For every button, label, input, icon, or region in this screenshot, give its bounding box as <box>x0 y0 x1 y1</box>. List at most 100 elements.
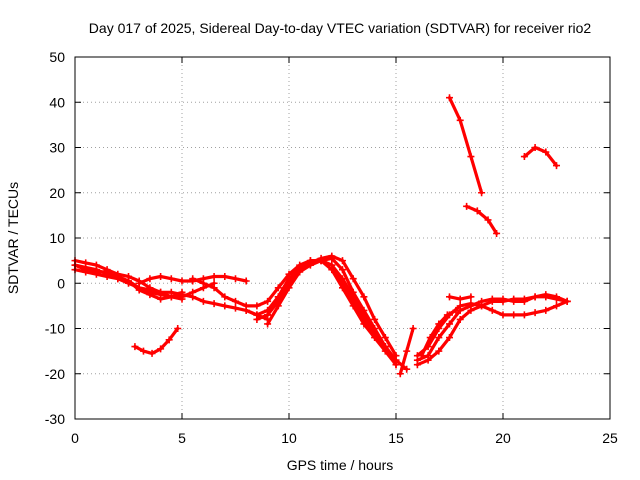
data-point <box>135 279 143 287</box>
data-point <box>456 315 464 323</box>
data-point <box>232 275 239 283</box>
data-point <box>146 284 154 292</box>
data-point <box>463 202 471 210</box>
data-point <box>139 347 147 355</box>
data-point <box>403 365 411 373</box>
data-point <box>520 311 528 319</box>
data-point <box>499 295 507 303</box>
data-point <box>452 306 460 314</box>
y-tick-label: -20 <box>45 366 65 382</box>
data-point <box>317 254 325 262</box>
y-tick-label: 40 <box>49 94 65 110</box>
data-point <box>221 272 229 280</box>
data-point <box>542 291 550 299</box>
data-point <box>563 297 571 305</box>
series-track-20 <box>520 144 560 170</box>
data-point <box>435 347 443 355</box>
y-tick-label: 30 <box>49 140 65 156</box>
data-point <box>285 275 293 283</box>
series-line <box>255 259 398 362</box>
data-point <box>349 302 357 310</box>
data-point <box>510 297 518 305</box>
data-point <box>167 293 175 301</box>
x-tick-label: 10 <box>281 430 297 446</box>
data-point <box>467 293 475 301</box>
x-tick-label: 5 <box>178 430 186 446</box>
x-tick-label: 20 <box>495 430 511 446</box>
series-track-14 <box>413 291 571 364</box>
data-point <box>456 302 464 310</box>
data-point <box>274 284 282 292</box>
data-point <box>264 297 272 305</box>
data-point <box>392 352 400 360</box>
data-point <box>221 293 229 301</box>
data-point <box>531 293 539 301</box>
series-track-11 <box>264 252 400 360</box>
data-point <box>371 315 379 323</box>
data-point <box>178 288 186 296</box>
series-line <box>465 204 499 236</box>
data-point <box>478 189 486 197</box>
data-point <box>210 300 218 308</box>
data-point <box>531 309 539 317</box>
series-track-12 <box>396 325 417 378</box>
data-point <box>167 275 175 283</box>
data-point <box>157 295 165 303</box>
data-point <box>82 259 90 267</box>
data-point <box>135 286 143 294</box>
data-point <box>174 325 182 332</box>
data-point <box>553 293 560 301</box>
data-point <box>285 284 293 292</box>
data-point <box>403 347 411 355</box>
data-point <box>221 302 229 310</box>
data-point <box>339 284 346 292</box>
data-point <box>456 116 464 124</box>
data-point <box>467 300 475 308</box>
data-point <box>553 302 560 310</box>
data-point <box>157 272 165 280</box>
data-point <box>253 302 261 310</box>
series-track-4 <box>71 261 186 303</box>
data-point <box>253 315 261 323</box>
data-point <box>131 343 139 351</box>
data-point <box>493 229 501 237</box>
data-point <box>349 275 357 283</box>
data-point <box>488 295 496 303</box>
ticks: 0 5 10 15 20 25 -30 -20 -10 0 10 20 30 40 50 <box>45 49 618 446</box>
x-tick-label: 25 <box>602 430 618 446</box>
data-point <box>146 275 154 283</box>
series-track-8 <box>242 257 400 369</box>
series-track-6 <box>131 325 182 357</box>
data-point <box>520 297 528 305</box>
data-point <box>178 277 186 285</box>
data-point <box>446 94 453 102</box>
data-point <box>381 334 389 342</box>
data-point <box>157 288 165 296</box>
y-tick-label: 10 <box>49 230 65 246</box>
y-tick-label: -30 <box>45 411 65 427</box>
data-point <box>92 261 100 269</box>
data-point <box>232 297 239 305</box>
data-point <box>189 288 197 296</box>
data-point <box>531 144 539 151</box>
data-point <box>232 304 239 312</box>
data-point <box>296 266 304 274</box>
data-point <box>392 361 400 369</box>
y-tick-label: -10 <box>45 321 65 337</box>
data-point <box>264 320 272 328</box>
data-point <box>146 291 154 299</box>
data-point <box>435 320 443 328</box>
data-point <box>456 295 464 303</box>
data-point <box>467 153 475 161</box>
data-point <box>381 343 389 351</box>
data-point <box>553 162 560 170</box>
series-line <box>133 326 180 355</box>
data-point <box>125 277 132 285</box>
series-track-16 <box>418 306 460 360</box>
series-layer <box>71 94 571 378</box>
x-axis-label: GPS time / hours <box>287 457 394 473</box>
data-point <box>409 325 417 332</box>
data-point <box>360 306 368 314</box>
data-point <box>396 370 404 378</box>
